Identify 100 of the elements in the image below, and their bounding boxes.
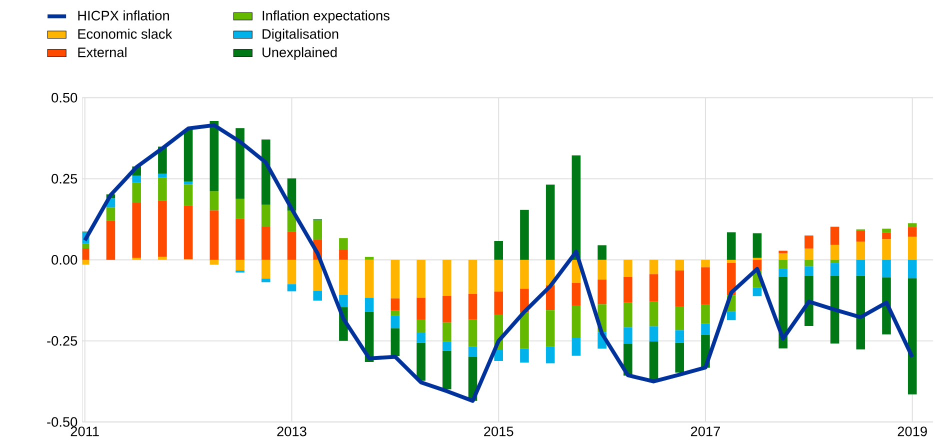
bar [882,260,891,278]
bar [442,350,452,390]
bar [726,232,736,260]
bar [442,260,452,296]
bar [390,260,400,298]
bar [313,220,322,240]
bar [649,260,658,274]
bar [158,178,167,201]
bar [882,232,891,239]
bar [416,260,426,298]
bar [132,182,141,202]
bar [390,298,400,311]
x-tick-label: 2015 [484,426,514,436]
x-tick-label: 2019 [898,426,927,436]
bar [572,282,581,306]
y-tick-label: 0.50 [52,92,78,102]
bar [184,205,193,259]
bar [339,238,348,250]
bar [287,284,296,292]
bar [210,210,219,260]
bar [701,267,710,304]
bar [236,260,244,270]
bar [882,238,891,260]
bar [908,226,917,237]
bar [856,230,866,242]
bar [778,260,788,268]
legend-label: Digitalisation [262,28,338,42]
bar [236,128,244,199]
bar [184,129,193,182]
legend-label: External [78,46,126,58]
bar [701,260,710,268]
bar [804,235,814,248]
bar [520,260,529,288]
line-series [82,123,914,403]
bar [546,310,555,347]
bar [649,274,658,302]
bar [468,294,478,320]
bar [339,249,348,260]
bar [882,228,891,233]
bar [287,260,296,284]
bar [313,260,322,291]
bar [804,248,814,260]
bar [261,204,270,226]
bar [132,202,141,258]
bar [624,276,632,302]
bar [856,260,866,276]
bar [675,260,684,270]
bar [572,155,581,260]
bar [468,346,478,357]
bar [468,320,478,347]
bar [339,294,348,307]
bar [442,322,452,342]
bar [364,260,374,298]
bar [132,175,141,182]
bar [701,304,710,324]
legend-label: Economic slack [78,28,172,39]
x-tick-label: 2017 [690,426,720,436]
bar [726,311,736,320]
y-tick-label: 0.25 [52,174,78,184]
bar [520,348,529,362]
bar [236,198,244,218]
bar [830,276,840,344]
bar [546,184,555,260]
y-tick-label: -0.50 [47,416,78,427]
y-tick-label: -0.25 [47,336,78,346]
bar [106,207,116,221]
bar [442,342,452,351]
bar [752,233,762,258]
y-tick-label: 0.00 [52,254,78,264]
bar [701,324,710,335]
bar [830,244,840,260]
bar [261,260,270,278]
bar [494,240,504,260]
bar [494,291,504,315]
bar [908,236,917,260]
legend-label: Unexplained [262,46,337,60]
bar [184,184,193,206]
bar [313,290,322,300]
bar [624,327,632,344]
bar [598,279,606,304]
bar [624,260,632,277]
bar [675,330,684,343]
bar [158,173,167,178]
bar [494,260,504,292]
bar [598,245,606,260]
legend-label: Inflation expectations [262,10,390,23]
legend-label: HICPX inflation [78,10,169,20]
bar [416,342,426,381]
bar [210,120,219,191]
x-tick-label: 2013 [277,426,306,436]
bar [856,241,866,260]
bar [598,260,606,280]
bar [520,210,529,260]
bar [649,301,658,326]
bar [546,346,555,364]
bar [830,262,840,276]
bar [804,266,814,276]
bar [624,302,632,328]
bar [390,310,400,316]
bar [520,312,529,348]
